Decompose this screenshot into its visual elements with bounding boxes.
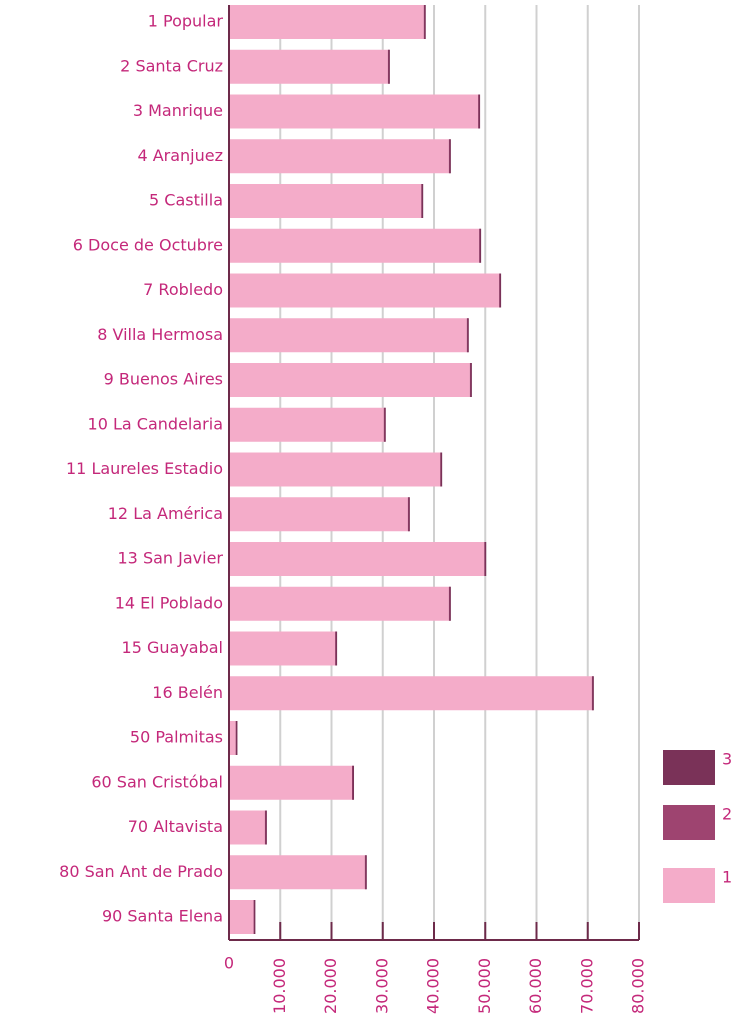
- y-tick-label: 5 Castilla: [149, 191, 223, 210]
- legend-swatch: [663, 868, 715, 903]
- bar-segment: [229, 228, 480, 263]
- y-tick-label: 2 Santa Cruz: [120, 56, 223, 75]
- bar-segment: [229, 497, 408, 532]
- y-tick-label: 50 Palmitas: [130, 728, 223, 747]
- legend-label: 2: [722, 805, 732, 824]
- bar-segment: [388, 49, 390, 84]
- y-tick-label: 9 Buenos Aires: [104, 370, 223, 389]
- bar-segment: [229, 49, 388, 84]
- y-tick-label: 7 Robledo: [143, 280, 223, 299]
- x-tick-label: 40.000: [424, 958, 443, 1014]
- y-tick-label: 16 Belén: [152, 683, 223, 702]
- x-tick-label: 70.000: [577, 958, 596, 1014]
- bar-segment: [229, 542, 485, 576]
- legend-label: 3: [722, 750, 732, 769]
- bar-segment: [479, 228, 482, 263]
- y-tick-label: 3 Manrique: [133, 101, 223, 120]
- bar-segment: [352, 765, 355, 800]
- bar-segment: [253, 900, 256, 934]
- bar-segment: [265, 810, 267, 845]
- x-tick-label: 60.000: [526, 958, 545, 1014]
- y-tick-label: 90 Santa Elena: [102, 907, 223, 926]
- y-tick-label: 14 El Poblado: [115, 593, 223, 612]
- bar-segment: [449, 139, 451, 174]
- bar-segment: [229, 721, 236, 755]
- y-tick-label: 80 San Ant de Prado: [59, 862, 223, 881]
- bar-segment: [229, 676, 592, 711]
- y-tick-label: 70 Altavista: [128, 817, 223, 836]
- x-tick-label: 30.000: [372, 958, 391, 1014]
- bar-segment: [229, 900, 254, 934]
- y-tick-label: 13 San Javier: [118, 549, 224, 568]
- y-tick-label: 4 Aranjuez: [137, 146, 223, 165]
- y-tick-label: 10 La Candelaria: [88, 414, 223, 433]
- bar-segment: [229, 407, 384, 442]
- bar-segment: [384, 407, 386, 442]
- x-tick-label: 50.000: [475, 958, 494, 1014]
- bar-segment: [235, 721, 238, 755]
- bar-segment: [592, 676, 594, 711]
- bar-segment: [440, 452, 443, 487]
- bar-segment: [484, 542, 487, 576]
- legend-swatch: [663, 805, 715, 840]
- bar-segment: [229, 363, 470, 397]
- y-tick-label: 15 Guayabal: [122, 638, 223, 657]
- y-tick-label: 6 Doce de Octubre: [73, 235, 223, 254]
- legend-label: 1: [722, 868, 732, 887]
- bar-segment: [229, 631, 336, 666]
- bar-segment: [499, 273, 502, 308]
- bar-segment: [229, 318, 467, 353]
- y-tick-label: 11 Laureles Estadio: [66, 459, 223, 478]
- bar-segment: [365, 855, 367, 890]
- bar-segment: [421, 184, 424, 218]
- y-tick-label: 1 Popular: [148, 12, 224, 31]
- y-tick-label: 8 Villa Hermosa: [97, 325, 223, 344]
- bar-segment: [467, 318, 469, 353]
- bar-segment: [229, 765, 352, 800]
- bar-segment: [229, 452, 441, 487]
- bar-segment: [424, 5, 426, 39]
- bar-segment: [449, 586, 451, 621]
- bar-segment: [229, 139, 449, 174]
- bar-segment: [335, 631, 338, 666]
- x-tick-label: 10.000: [270, 958, 289, 1014]
- x-tick-label: 20.000: [321, 958, 340, 1014]
- x-tick-label: 0: [224, 954, 234, 973]
- bar-segment: [229, 586, 449, 621]
- bar-segment: [229, 273, 500, 308]
- y-tick-label: 60 San Cristóbal: [91, 772, 223, 791]
- y-tick-label: 12 La América: [108, 504, 223, 523]
- bar-segment: [229, 94, 479, 129]
- bar-segment: [229, 855, 365, 890]
- bar-segment: [229, 184, 422, 218]
- bar-segment: [229, 5, 424, 39]
- bar-segment: [229, 810, 265, 845]
- bar-segment: [470, 363, 472, 397]
- bar-segment: [478, 94, 481, 129]
- bar-segment: [408, 497, 410, 532]
- legend-swatch: [663, 750, 715, 785]
- x-tick-label: 80.000: [629, 958, 648, 1014]
